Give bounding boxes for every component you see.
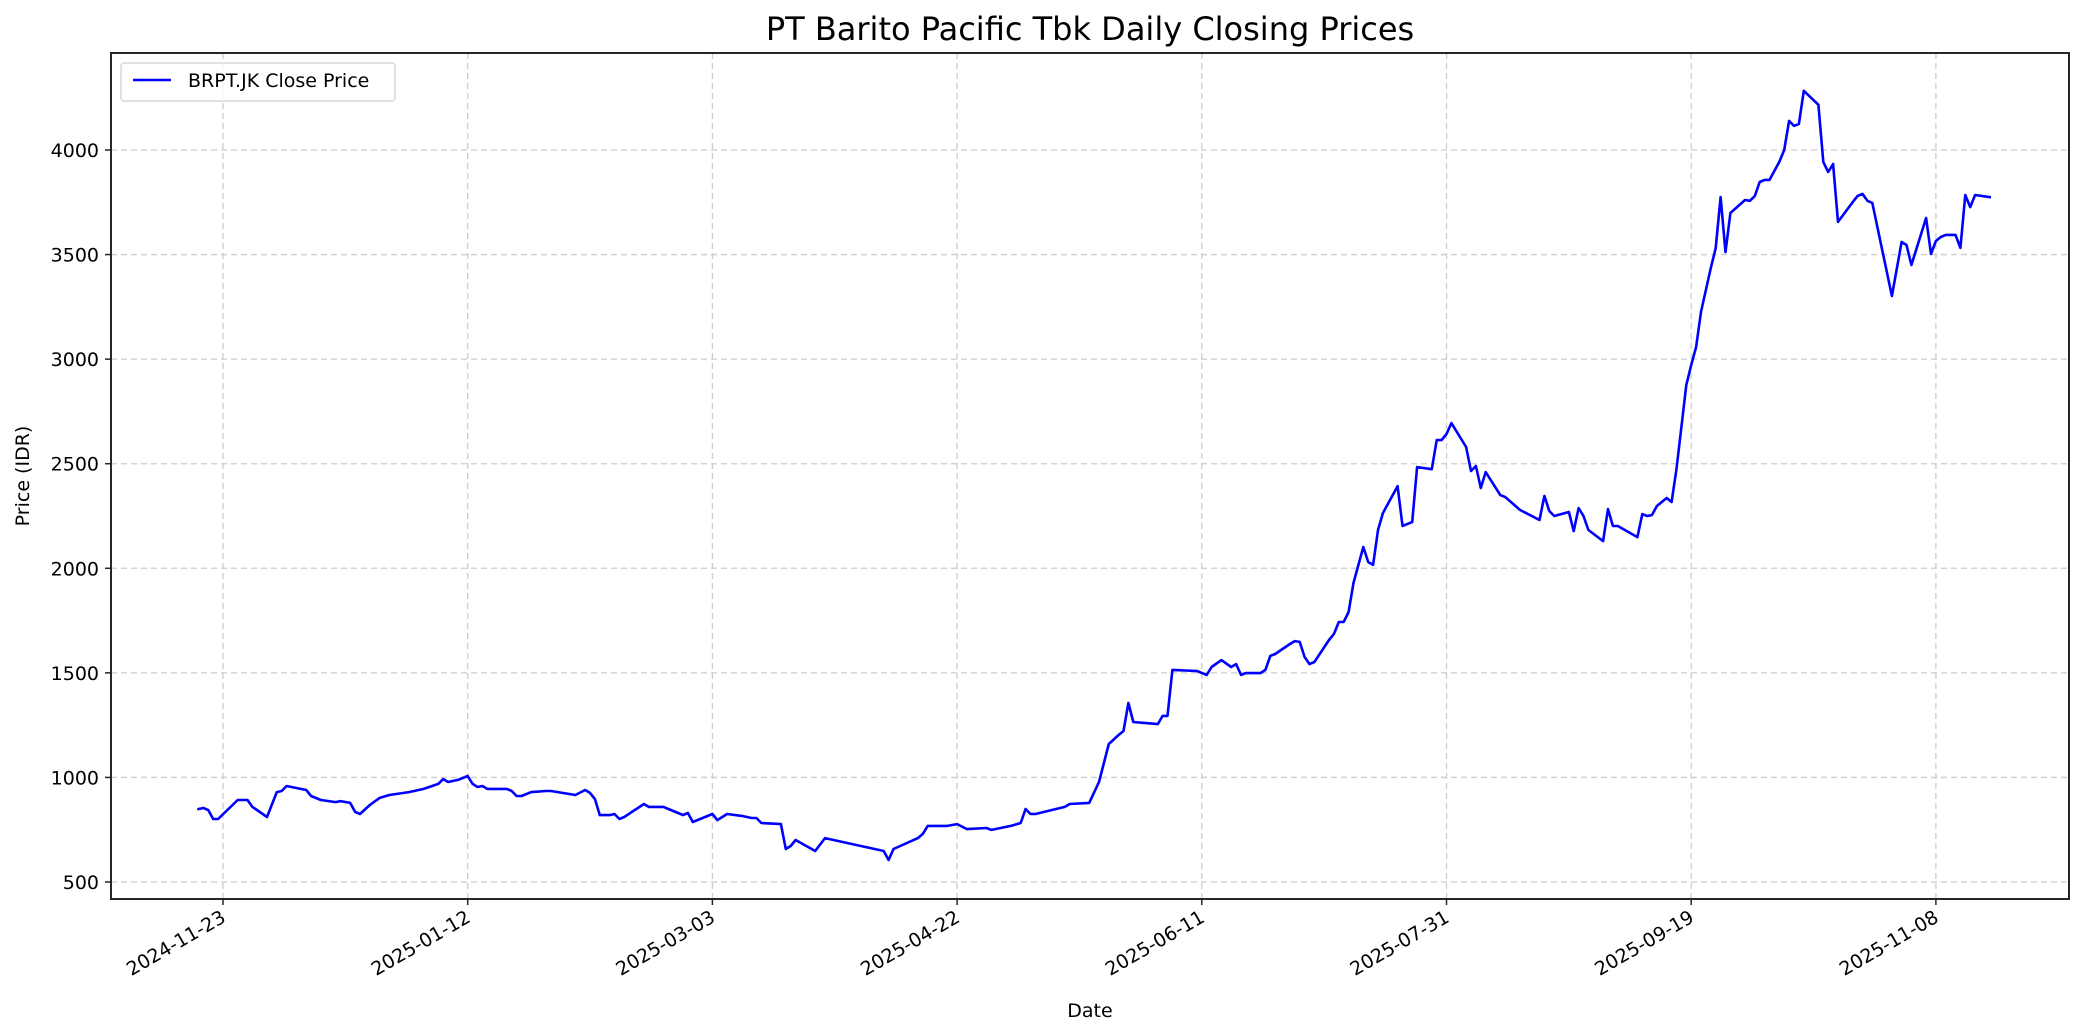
price-line [196,89,1992,862]
y-tick-label: 1000 [51,767,99,789]
y-tick-label: 3500 [51,245,99,267]
axes-frame [110,52,2070,900]
y-tick-label: 1500 [51,663,99,685]
x-axis-label: Date [1067,1000,1112,1022]
legend: BRPT.JK Close Price [120,62,396,102]
grid [111,53,2069,899]
legend-label: BRPT.JK Close Price [188,70,369,92]
y-axis-label: Price (IDR) [12,426,34,527]
y-tick-label: 3000 [51,349,99,371]
y-tick-label: 2000 [51,558,99,580]
y-tick-label: 500 [63,872,99,894]
chart-title: PT Barito Pacific Tbk Daily Closing Pric… [766,10,1414,48]
plot-area [196,89,1992,862]
legend-box [120,62,396,102]
y-axis: 500 1000 1500 2000 2500 3000 3500 4000 [51,140,111,894]
y-tick-label: 2500 [51,454,99,476]
y-tick-label: 4000 [51,140,99,162]
